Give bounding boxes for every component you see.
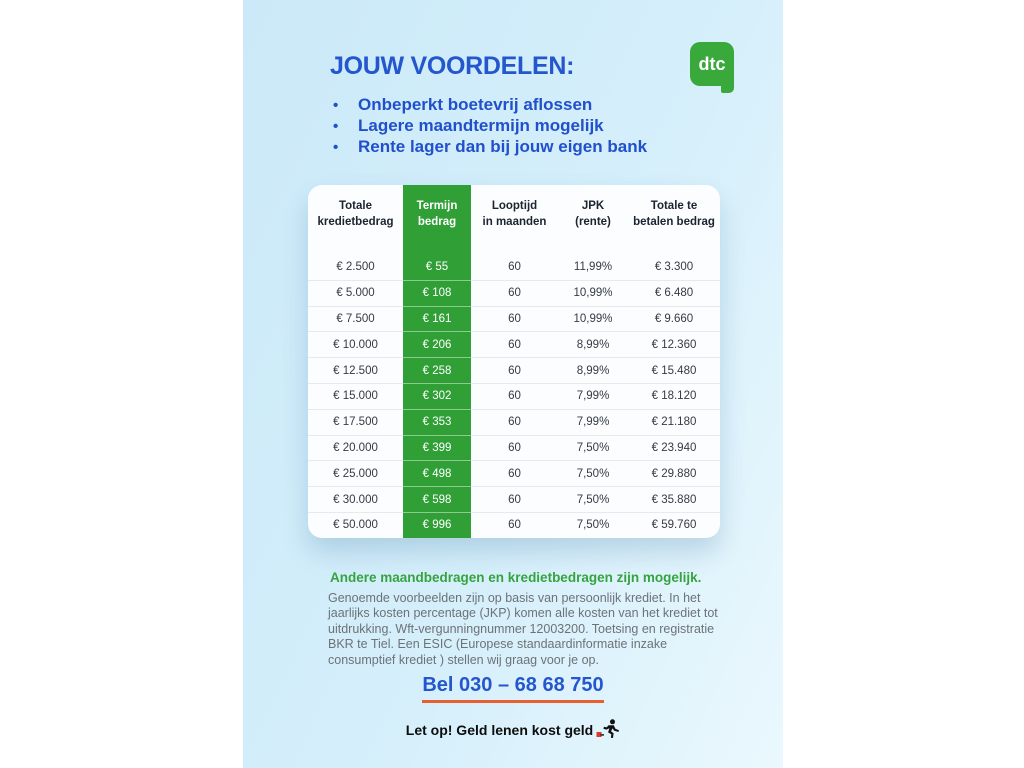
cell-looptijd: 60: [508, 260, 521, 273]
dtc-logo: dtc: [690, 42, 734, 93]
cell-termijnbedrag: € 108: [403, 279, 471, 306]
cell-kredietbedrag: € 12.500: [308, 357, 403, 383]
header-totale-te-betalen: Totale te betalen bedrag: [633, 200, 715, 228]
cell-looptijd: 60: [471, 357, 558, 383]
table-row: € 12.500 € 258 60 8,99% € 15.480: [308, 357, 720, 383]
table-row: € 20.000 € 399 60 7,50% € 23.940: [308, 434, 720, 461]
table-row: € 5.000 € 108 60 10,99% € 6.480: [308, 279, 720, 306]
legal-warning-text: Let op! Geld lenen kost geld: [405, 721, 594, 738]
table-row: € 2.500 € 55 60 11,99% € 3.300: [308, 254, 720, 280]
cell-termijnbedrag: € 161: [403, 305, 471, 332]
cell-looptijd: 60: [471, 486, 558, 512]
cell-jpk: 10,99%: [558, 279, 628, 306]
cell-looptijd: 60: [471, 460, 558, 486]
cell-kredietbedrag: € 17.500: [308, 408, 403, 435]
benefit-item: • Rente lager dan bij jouw eigen bank: [333, 137, 647, 158]
cell-looptijd: 60: [471, 511, 558, 538]
benefits-list: • Onbeperkt boetevrij aflossen • Lagere …: [333, 95, 647, 158]
cell-jpk: 7,99%: [558, 382, 628, 409]
page-title: JOUW VOORDELEN:: [330, 52, 575, 80]
other-amounts-note: Andere maandbedragen en kredietbedragen …: [330, 570, 702, 585]
table-row: € 7.500 € 161 60 10,99% € 9.660: [308, 305, 720, 332]
benefit-label: Lagere maandtermijn mogelijk: [358, 116, 604, 135]
cell-totaal: € 29.880: [628, 460, 720, 486]
table-header-row: Totale kredietbedrag Termijn bedrag Loopti…: [308, 185, 720, 254]
legal-warning: Let op! Geld lenen kost geld: [243, 719, 783, 739]
cell-looptijd: 60: [471, 382, 558, 409]
cell-termijnbedrag: € 55: [425, 260, 449, 273]
cell-jpk: 8,99%: [558, 357, 628, 383]
cell-totaal: € 15.480: [628, 357, 720, 383]
cell-jpk: 7,50%: [558, 511, 628, 538]
cell-looptijd: 60: [471, 408, 558, 435]
header-totale-kredietbedrag: Totale kredietbedrag: [317, 200, 394, 228]
cell-termijnbedrag: € 302: [403, 382, 471, 409]
cell-termijnbedrag: € 258: [403, 357, 471, 383]
cell-totaal: € 6.480: [628, 279, 720, 306]
header-looptijd: Looptijd in maanden: [482, 200, 547, 228]
cell-jpk: 10,99%: [558, 305, 628, 332]
cell-totaal: € 59.760: [628, 511, 720, 538]
benefit-item: • Lagere maandtermijn mogelijk: [333, 116, 647, 137]
cell-kredietbedrag: € 10.000: [308, 331, 403, 357]
dtc-logo-text: dtc: [698, 53, 726, 74]
cell-kredietbedrag: € 2.500: [336, 260, 375, 273]
cell-jpk: 11,99%: [573, 260, 613, 273]
table-row: € 15.000 € 302 60 7,99% € 18.120: [308, 382, 720, 409]
cell-totaal: € 9.660: [628, 305, 720, 332]
blue-background-panel: JOUW VOORDELEN: dtc • Onbeperkt boetevri…: [243, 0, 783, 768]
cell-kredietbedrag: € 15.000: [308, 382, 403, 409]
benefit-item: • Onbeperkt boetevrij aflossen: [333, 95, 647, 116]
cell-totaal: € 21.180: [628, 408, 720, 435]
cell-totaal: € 23.940: [628, 434, 720, 461]
cell-termijnbedrag: € 206: [403, 331, 471, 357]
cell-jpk: 8,99%: [558, 331, 628, 357]
cell-looptijd: 60: [471, 331, 558, 357]
loan-rates-table: Totale kredietbedrag Termijn bedrag Loopti…: [308, 185, 720, 538]
table-row: € 50.000 € 996 60 7,50% € 59.760: [308, 511, 720, 538]
cell-kredietbedrag: € 30.000: [308, 486, 403, 512]
benefit-label: Onbeperkt boetevrij aflossen: [358, 95, 593, 114]
header-jpk-rente: JPK (rente): [575, 200, 611, 228]
table-row: € 10.000 € 206 60 8,99% € 12.360: [308, 331, 720, 357]
cell-jpk: 7,99%: [558, 408, 628, 435]
cell-looptijd: 60: [471, 305, 558, 332]
cell-looptijd: 60: [471, 279, 558, 306]
table-row: € 25.000 € 498 60 7,50% € 29.880: [308, 460, 720, 486]
cell-totaal: € 12.360: [628, 331, 720, 357]
cell-kredietbedrag: € 5.000: [308, 279, 403, 306]
table-row: € 30.000 € 598 60 7,50% € 35.880: [308, 486, 720, 512]
table-row: € 17.500 € 353 60 7,99% € 21.180: [308, 408, 720, 435]
table-body: € 2.500 € 55 60 11,99% € 3.300 € 5.000 €…: [308, 254, 720, 538]
cell-termijnbedrag: € 399: [403, 434, 471, 461]
cell-kredietbedrag: € 50.000: [308, 511, 403, 538]
money-burden-runner-icon: [596, 719, 620, 738]
cell-jpk: 7,50%: [558, 434, 628, 461]
cell-termijnbedrag: € 353: [403, 408, 471, 435]
cell-kredietbedrag: € 7.500: [308, 305, 403, 332]
termijn-column-highlight: [403, 185, 471, 538]
cell-kredietbedrag: € 25.000: [308, 460, 403, 486]
cell-totaal: € 35.880: [628, 486, 720, 512]
cell-kredietbedrag: € 20.000: [308, 434, 403, 461]
phone-call-link[interactable]: Bel 030 – 68 68 750: [422, 674, 604, 703]
cell-totaal: € 3.300: [654, 260, 694, 273]
header-termijn-bedrag: Termijn bedrag: [416, 200, 458, 228]
cell-looptijd: 60: [471, 434, 558, 461]
benefit-label: Rente lager dan bij jouw eigen bank: [358, 137, 648, 156]
cell-jpk: 7,50%: [558, 486, 628, 512]
cell-jpk: 7,50%: [558, 460, 628, 486]
cell-termijnbedrag: € 996: [403, 511, 471, 538]
bullet-icon: •: [333, 97, 339, 114]
cell-termijnbedrag: € 498: [403, 460, 471, 486]
disclaimer-text: Genoemde voorbeelden zijn op basis van p…: [328, 591, 718, 667]
cell-termijnbedrag: € 598: [403, 486, 471, 512]
bullet-icon: •: [333, 139, 339, 156]
cell-totaal: € 18.120: [628, 382, 720, 409]
bullet-icon: •: [333, 118, 339, 135]
